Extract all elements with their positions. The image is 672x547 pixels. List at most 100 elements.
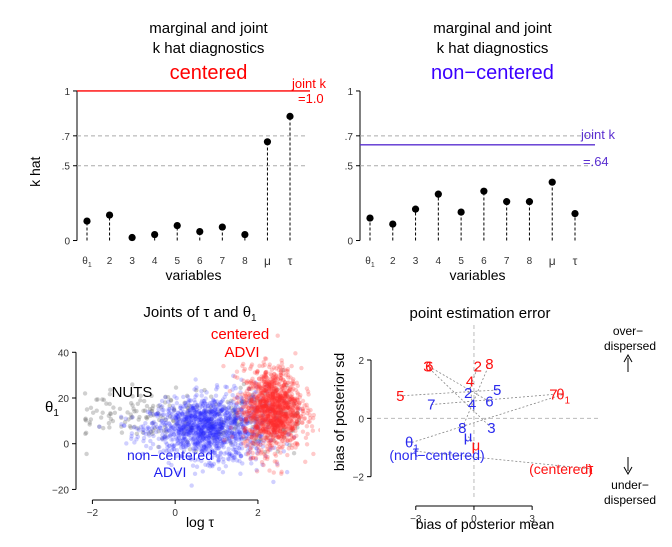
centered-point bbox=[280, 402, 285, 407]
noncentered-point bbox=[188, 426, 193, 432]
y-tick-label: 20 bbox=[58, 394, 70, 405]
centered-point bbox=[259, 409, 264, 414]
nuts-point bbox=[258, 437, 263, 442]
noncentered-point bbox=[188, 419, 193, 424]
centered-point bbox=[244, 388, 250, 394]
noncentered-point bbox=[173, 423, 178, 428]
noncentered-point bbox=[260, 413, 266, 418]
noncentered-point bbox=[207, 464, 213, 469]
noncentered-point bbox=[197, 422, 202, 428]
noncentered-point bbox=[225, 424, 230, 430]
noncentered-point bbox=[141, 435, 147, 441]
noncentered-point bbox=[220, 399, 225, 404]
noncentered-point bbox=[202, 435, 207, 440]
noncentered-point bbox=[223, 464, 229, 469]
nuts-point bbox=[186, 408, 191, 414]
scatter-points bbox=[82, 333, 320, 488]
noncentered-point bbox=[207, 419, 212, 425]
noncentered-point bbox=[229, 417, 234, 422]
centered-point bbox=[258, 397, 263, 403]
noncentered-point bbox=[175, 410, 181, 415]
centered-point bbox=[268, 443, 273, 449]
noncentered-point bbox=[234, 447, 239, 453]
centered-point bbox=[255, 405, 261, 410]
noncentered-point bbox=[170, 442, 175, 447]
noncentered-point bbox=[206, 406, 211, 411]
centered-point bbox=[277, 391, 283, 396]
noncentered-point bbox=[201, 418, 206, 423]
centered-point bbox=[248, 428, 253, 433]
centered-point bbox=[274, 396, 279, 401]
noncentered-point bbox=[200, 422, 206, 427]
centered-point bbox=[277, 405, 283, 411]
noncentered-point bbox=[130, 415, 135, 420]
noncentered-point bbox=[201, 444, 207, 450]
noncentered-point bbox=[197, 415, 202, 420]
noncentered-point bbox=[159, 423, 164, 428]
noncentered-point bbox=[197, 431, 202, 436]
noncentered-point bbox=[165, 415, 170, 420]
centered-point bbox=[263, 388, 268, 393]
centered-point bbox=[285, 452, 290, 458]
noncentered-point bbox=[185, 440, 191, 445]
noncentered-point bbox=[149, 426, 155, 431]
noncentered-point bbox=[179, 427, 184, 433]
noncentered-point bbox=[196, 415, 202, 420]
centered-point bbox=[245, 452, 251, 457]
noncentered-point bbox=[228, 401, 233, 406]
nuts-point bbox=[183, 421, 188, 426]
centered-point bbox=[291, 409, 296, 415]
noncentered-point bbox=[281, 449, 287, 454]
noncentered-point bbox=[194, 430, 199, 435]
noncentered-point bbox=[211, 432, 217, 437]
noncentered-point bbox=[193, 416, 198, 422]
noncentered-point bbox=[252, 425, 257, 431]
nuts-point bbox=[130, 394, 135, 399]
noncentered-label-line1: non−centered bbox=[127, 447, 213, 463]
noncentered-point bbox=[178, 405, 183, 410]
centered-point bbox=[282, 413, 287, 419]
noncentered-point bbox=[193, 414, 198, 420]
noncentered-point bbox=[224, 429, 229, 434]
noncentered-point bbox=[239, 446, 245, 451]
noncentered-point bbox=[201, 421, 206, 426]
noncentered-point bbox=[193, 429, 198, 434]
noncentered-point bbox=[214, 422, 220, 427]
noncentered-point bbox=[180, 411, 185, 416]
nuts-point bbox=[260, 413, 265, 418]
centered-point bbox=[265, 395, 271, 401]
noncentered-point bbox=[174, 396, 179, 401]
centered-point bbox=[252, 424, 257, 430]
noncentered-point bbox=[195, 433, 200, 438]
joint-k-label: joint k =.64 bbox=[580, 127, 615, 169]
noncentered-point bbox=[232, 420, 237, 425]
noncentered-point bbox=[200, 439, 205, 444]
centered-point bbox=[305, 389, 311, 394]
noncentered-point bbox=[216, 428, 221, 433]
noncentered-point bbox=[195, 441, 201, 446]
noncentered-point bbox=[190, 405, 196, 411]
noncentered-point bbox=[198, 413, 203, 418]
noncentered-point bbox=[234, 458, 240, 463]
centered-point bbox=[280, 398, 285, 403]
over-dispersed-label-line1: over− bbox=[613, 324, 643, 338]
nuts-point bbox=[222, 429, 228, 434]
noncentered-point bbox=[176, 437, 181, 442]
noncentered-point bbox=[197, 417, 202, 422]
noncentered-point bbox=[220, 397, 226, 402]
centered-point bbox=[261, 414, 266, 420]
noncentered-point bbox=[183, 422, 188, 428]
noncentered-point bbox=[238, 453, 244, 459]
noncentered-point bbox=[239, 419, 245, 424]
noncentered-point bbox=[181, 394, 186, 400]
centered-point bbox=[281, 441, 286, 447]
noncentered-point bbox=[197, 435, 203, 440]
noncentered-point bbox=[209, 462, 215, 468]
noncentered-point bbox=[214, 418, 220, 424]
noncentered-point bbox=[180, 425, 185, 430]
noncentered-point bbox=[248, 415, 253, 421]
noncentered-point bbox=[207, 417, 212, 423]
noncentered-point bbox=[206, 460, 212, 465]
centered-point bbox=[256, 413, 262, 419]
noncentered-point bbox=[187, 423, 192, 428]
